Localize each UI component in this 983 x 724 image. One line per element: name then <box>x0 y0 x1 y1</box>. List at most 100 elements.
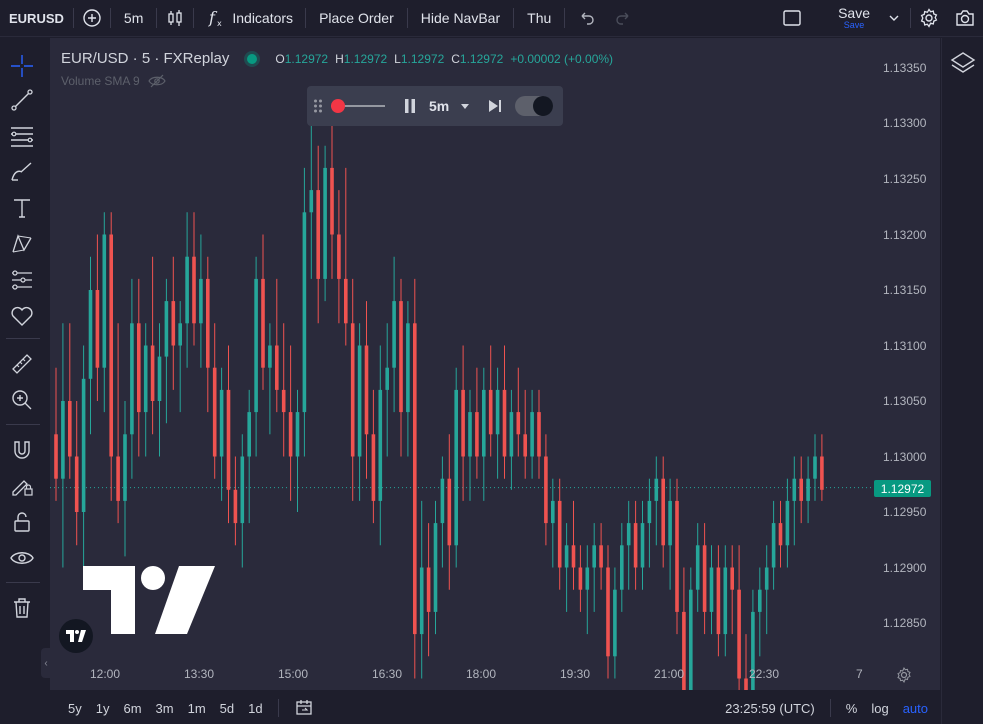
time-tick: 19:30 <box>560 667 591 681</box>
pattern-tool[interactable] <box>8 230 36 258</box>
candles-icon <box>168 10 183 26</box>
save-button[interactable]: Save Save <box>824 0 884 37</box>
range-3m[interactable]: 3m <box>155 700 174 716</box>
collapse-toolbar-button[interactable]: ‹ <box>41 648 51 678</box>
range-1d[interactable]: 1d <box>248 700 263 716</box>
caret-down-icon[interactable] <box>459 100 471 112</box>
layout-button[interactable] <box>774 0 810 37</box>
settings-button[interactable] <box>911 0 947 37</box>
candle <box>488 345 493 457</box>
measure-tool[interactable] <box>8 350 36 378</box>
candle-body <box>171 301 176 346</box>
text-tool[interactable] <box>8 194 36 222</box>
candlestick-chart[interactable] <box>50 38 940 690</box>
clock[interactable]: 23:25:59 (UTC) <box>725 700 815 716</box>
replay-speed-slider[interactable] <box>331 98 385 114</box>
range-1y[interactable]: 1y <box>95 700 110 716</box>
candle <box>626 500 631 590</box>
range-5d[interactable]: 5d <box>219 700 235 716</box>
undo-button[interactable] <box>569 0 605 37</box>
screenshot-button[interactable] <box>947 0 983 37</box>
log-toggle[interactable]: log <box>871 700 889 716</box>
lock-drawings-tool[interactable] <box>8 472 36 500</box>
candle <box>723 545 728 657</box>
candle <box>785 478 790 568</box>
magnet-tool[interactable] <box>8 436 36 464</box>
candle <box>613 567 617 679</box>
trend-line-tool[interactable] <box>8 86 36 114</box>
candle-body <box>654 478 659 501</box>
candle <box>206 256 210 413</box>
range-5y[interactable]: 5y <box>68 700 82 716</box>
candle-body <box>668 500 672 546</box>
layers-icon <box>950 52 976 73</box>
candle-body <box>164 301 169 357</box>
replay-controls: 5m <box>307 86 563 126</box>
chart-pane[interactable]: EUR/USD · 5 · FXReplay O1.12972 H1.12972… <box>50 38 940 690</box>
chart-title[interactable]: EUR/USD · 5 · FXReplay <box>61 50 230 67</box>
candle <box>530 389 534 479</box>
market-status-icon[interactable] <box>247 53 258 64</box>
redo-button[interactable] <box>605 0 641 37</box>
time-tick: 15:00 <box>278 667 309 681</box>
auto-toggle[interactable]: auto <box>902 700 928 716</box>
candle <box>551 478 555 568</box>
candle-body <box>419 567 424 635</box>
brush-tool[interactable] <box>8 158 36 186</box>
tradingview-badge[interactable] <box>59 619 93 653</box>
candle-body <box>192 256 196 324</box>
remove-drawings-tool[interactable] <box>8 594 36 622</box>
candle-body <box>392 301 396 368</box>
candle-body <box>406 323 410 413</box>
interval-button[interactable]: 5m <box>123 10 144 26</box>
prediction-tool[interactable] <box>8 266 36 294</box>
candle <box>419 500 424 679</box>
chart-settings-icon[interactable] <box>896 667 912 683</box>
drag-handle-icon[interactable] <box>313 98 323 114</box>
object-tree-button[interactable] <box>950 50 976 83</box>
candle <box>433 500 438 635</box>
divider <box>6 424 40 425</box>
chart-type-button[interactable] <box>157 0 193 37</box>
candle-body <box>599 545 603 568</box>
pause-icon[interactable] <box>403 98 417 114</box>
trash-icon <box>14 598 30 618</box>
candle <box>633 500 638 590</box>
candle-body <box>633 523 638 568</box>
candle-body <box>523 434 527 457</box>
candle <box>426 523 431 657</box>
price-tick: 1.13150 <box>883 283 927 297</box>
lock-tool[interactable] <box>8 508 36 536</box>
day-button[interactable]: Thu <box>527 10 552 26</box>
save-options-button[interactable] <box>884 0 904 37</box>
candle-body <box>475 412 479 457</box>
candle <box>606 545 610 679</box>
candle <box>95 234 100 401</box>
zoom-tool[interactable] <box>8 386 36 414</box>
compare-add-symbol-button[interactable] <box>74 0 110 37</box>
place-order-button[interactable]: Place Order <box>319 10 394 26</box>
candle-body <box>385 367 389 390</box>
step-forward-icon[interactable] <box>487 98 503 114</box>
range-6m[interactable]: 6m <box>123 700 142 716</box>
candle <box>330 101 334 279</box>
percent-toggle[interactable]: % <box>845 700 858 716</box>
candle-body <box>647 500 652 524</box>
crosshair-tool[interactable] <box>8 52 36 80</box>
candle <box>578 545 583 612</box>
symbol-search-button[interactable]: EURUSD <box>9 10 64 26</box>
candle <box>199 234 203 368</box>
replay-toggle[interactable] <box>515 96 554 116</box>
candle-body <box>371 434 376 501</box>
candle-body <box>488 389 493 435</box>
favorites-tool[interactable] <box>8 302 36 330</box>
range-1m[interactable]: 1m <box>187 700 206 716</box>
candle-body <box>737 589 741 679</box>
eye-off-icon[interactable] <box>148 74 166 88</box>
fib-tool[interactable] <box>8 122 36 150</box>
hide-navbar-button[interactable]: Hide NavBar <box>420 10 501 26</box>
replay-interval[interactable]: 5m <box>429 98 450 114</box>
go-to-date-icon[interactable] <box>295 699 313 717</box>
hide-drawings-tool[interactable] <box>8 544 36 572</box>
